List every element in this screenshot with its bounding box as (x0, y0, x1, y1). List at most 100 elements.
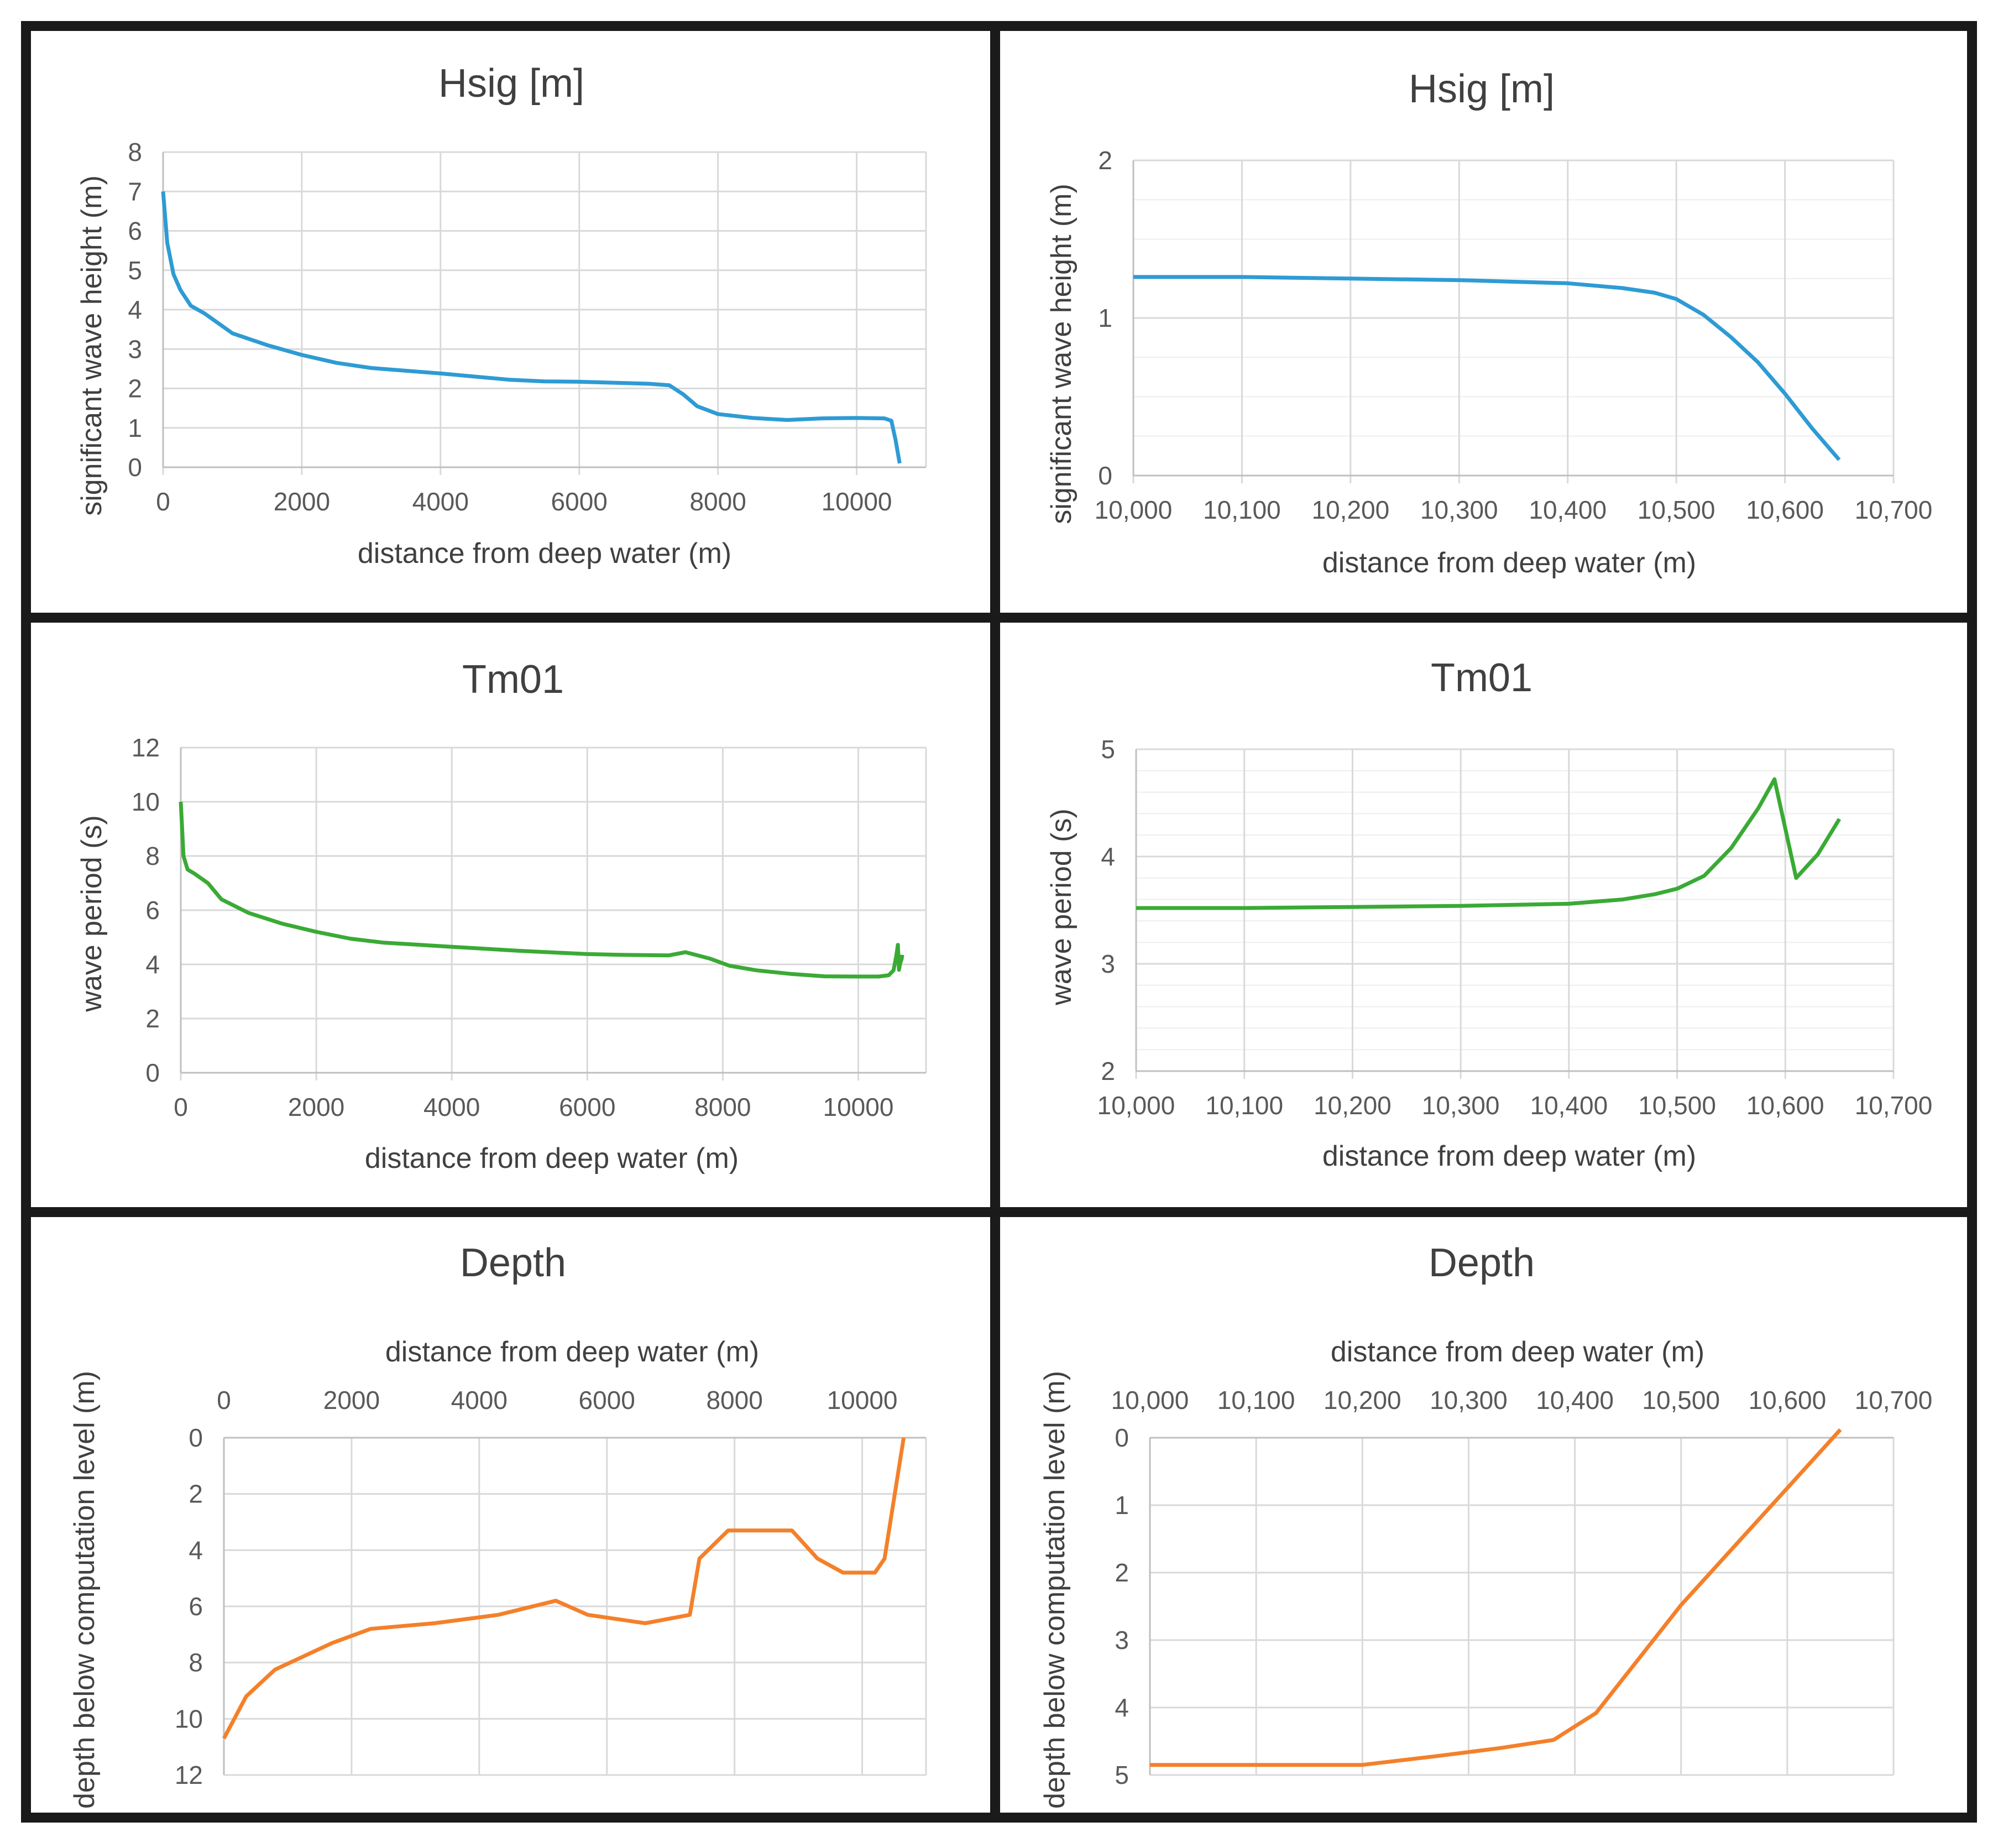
tm01-series-line (179, 801, 904, 979)
y-tick-label: 8 (145, 842, 160, 870)
x-tick-label: 10,100 (1203, 495, 1281, 524)
chart-title: Depth (460, 1241, 566, 1285)
x-tick-label: 6000 (579, 1386, 635, 1414)
x-tick-label: 10,700 (1855, 1091, 1933, 1120)
x-tick-label: 10,200 (1312, 495, 1390, 524)
x-tick-label: 10,700 (1855, 1386, 1933, 1414)
x-tick-label: 4000 (423, 1093, 480, 1121)
y-tick-label: 4 (189, 1536, 203, 1564)
chart-hsig-full: 0 2000 4000 6000 8000 10000 0 1 2 3 4 5 6 7 8 Hsig [m… (76, 61, 927, 570)
chart-hsig-zoom: 10,000 10,100 10,200 10,300 10,400 10,500 10,6… (1045, 67, 1932, 579)
y-tick-label: 4 (128, 295, 142, 324)
hsig-series-line (1133, 275, 1841, 461)
x-tick-label: 2000 (323, 1386, 380, 1414)
y-tick-labels: 0 1 2 3 4 5 (1115, 1423, 1129, 1789)
x-tick-labels: 10,000 10,100 10,200 10,300 10,400 10,500 10,6… (1111, 1386, 1933, 1414)
x-tick-label: 0 (217, 1386, 231, 1414)
x-axis-title: distance from deep water (m) (1331, 1336, 1704, 1368)
x-tick-label: 10,000 (1111, 1386, 1189, 1414)
y-tick-label: 5 (1101, 735, 1115, 764)
y-tick-label: 2 (189, 1480, 203, 1508)
x-tick-label: 10000 (822, 487, 892, 516)
x-axis-title: distance from deep water (m) (365, 1142, 739, 1174)
x-tick-label: 10,000 (1097, 1091, 1175, 1120)
y-tick-label: 8 (128, 138, 142, 166)
x-tick-label: 10000 (827, 1386, 898, 1414)
x-tick-label: 2000 (274, 487, 330, 516)
x-tick-label: 10,500 (1638, 1091, 1716, 1120)
chart-depth-full: 0 2000 4000 6000 8000 10000 0 2 4 6 8 10 12 Depth d… (69, 1241, 927, 1809)
y-tick-label: 0 (1098, 461, 1112, 490)
chart-title: Hsig [m] (1409, 67, 1555, 111)
y-tick-label: 10 (175, 1704, 203, 1733)
y-tick-labels: 0 2 4 6 8 10 12 (175, 1423, 203, 1789)
x-tick-labels: 0 2000 4000 6000 8000 10000 (156, 487, 892, 516)
y-tick-label: 2 (1101, 1057, 1115, 1085)
y-tick-label: 1 (1098, 304, 1112, 332)
chart-title: Depth (1429, 1241, 1535, 1285)
x-tick-label: 8000 (706, 1386, 762, 1414)
x-tick-label: 4000 (412, 487, 469, 516)
y-tick-label: 4 (1101, 842, 1115, 871)
y-tick-label: 2 (1115, 1558, 1129, 1587)
chart-depth-zoom: 10,000 10,100 10,200 10,300 10,400 10,500 10,6… (1039, 1241, 1932, 1809)
y-tick-label: 7 (128, 177, 142, 206)
x-tick-label: 10,400 (1529, 495, 1607, 524)
x-tick-label: 8000 (689, 487, 746, 516)
grid (180, 746, 927, 1080)
grid (162, 151, 927, 475)
x-tick-label: 10,500 (1642, 1386, 1720, 1414)
y-axis-title: significant wave height (m) (76, 175, 108, 516)
depth-series-line (222, 1437, 906, 1740)
x-axis-title: distance from deep water (m) (1322, 1140, 1696, 1172)
x-tick-label: 10,200 (1314, 1091, 1392, 1120)
y-tick-label: 2 (1098, 146, 1112, 175)
chart-tm01-full: 0 2000 4000 6000 8000 10000 0 2 4 6 8 10 12 Tm01 di… (76, 657, 927, 1174)
y-tick-label: 4 (1115, 1693, 1129, 1722)
x-tick-label: 10,400 (1536, 1386, 1614, 1414)
y-tick-label: 0 (189, 1423, 203, 1452)
x-tick-label: 10,000 (1095, 495, 1173, 524)
x-tick-label: 10,400 (1530, 1091, 1608, 1120)
y-tick-label: 5 (128, 256, 142, 285)
x-tick-label: 6000 (559, 1093, 615, 1121)
y-tick-label: 0 (145, 1058, 160, 1087)
grid (1132, 159, 1895, 483)
tm01-series-line (1136, 777, 1842, 910)
y-tick-label: 10 (132, 787, 160, 816)
y-tick-label: 2 (145, 1004, 160, 1033)
x-tick-labels: 0 2000 4000 6000 8000 10000 (174, 1093, 893, 1121)
y-tick-labels: 0 1 2 3 4 5 6 7 8 (128, 138, 142, 482)
x-tick-label: 10,600 (1746, 1091, 1824, 1120)
x-axis-title: distance from deep water (m) (358, 537, 731, 570)
x-tick-label: 10,500 (1638, 495, 1715, 524)
x-tick-label: 0 (174, 1093, 188, 1121)
x-axis-title: distance from deep water (m) (385, 1336, 759, 1368)
x-tick-label: 0 (156, 487, 170, 516)
x-tick-label: 4000 (451, 1386, 508, 1414)
x-tick-label: 10,200 (1324, 1386, 1401, 1414)
x-tick-label: 2000 (288, 1093, 344, 1121)
y-tick-label: 2 (128, 374, 142, 403)
x-tick-label: 10,100 (1205, 1091, 1283, 1120)
y-tick-label: 0 (1115, 1423, 1129, 1452)
y-tick-label: 4 (145, 950, 160, 979)
chart-tm01-zoom: 10,000 10,100 10,200 10,300 10,400 10,500 10,6… (1045, 656, 1932, 1172)
chart-title: Tm01 (1431, 656, 1533, 700)
y-tick-label: 0 (128, 453, 142, 482)
y-tick-label: 8 (189, 1648, 203, 1677)
x-tick-label: 10,600 (1749, 1386, 1827, 1414)
y-tick-labels: 2 3 4 5 (1101, 735, 1115, 1085)
y-tick-labels: 0 2 4 6 8 10 12 (132, 733, 160, 1087)
grid (223, 1437, 927, 1776)
y-axis-title: depth below computation level (m) (69, 1371, 101, 1809)
x-tick-label: 10,300 (1430, 1386, 1508, 1414)
y-tick-label: 1 (1115, 1491, 1129, 1520)
y-tick-label: 5 (1115, 1761, 1129, 1789)
x-tick-labels: 10,000 10,100 10,200 10,300 10,400 10,500 10,6… (1095, 495, 1933, 524)
y-tick-label: 12 (132, 733, 160, 762)
x-tick-label: 10,300 (1422, 1091, 1500, 1120)
y-axis-title: wave period (s) (76, 815, 108, 1012)
y-tick-labels: 0 1 2 (1098, 146, 1112, 490)
